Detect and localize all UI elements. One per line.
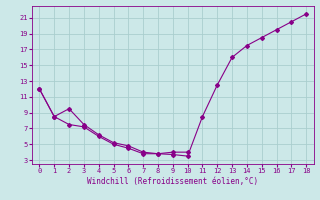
X-axis label: Windchill (Refroidissement éolien,°C): Windchill (Refroidissement éolien,°C)	[87, 177, 258, 186]
